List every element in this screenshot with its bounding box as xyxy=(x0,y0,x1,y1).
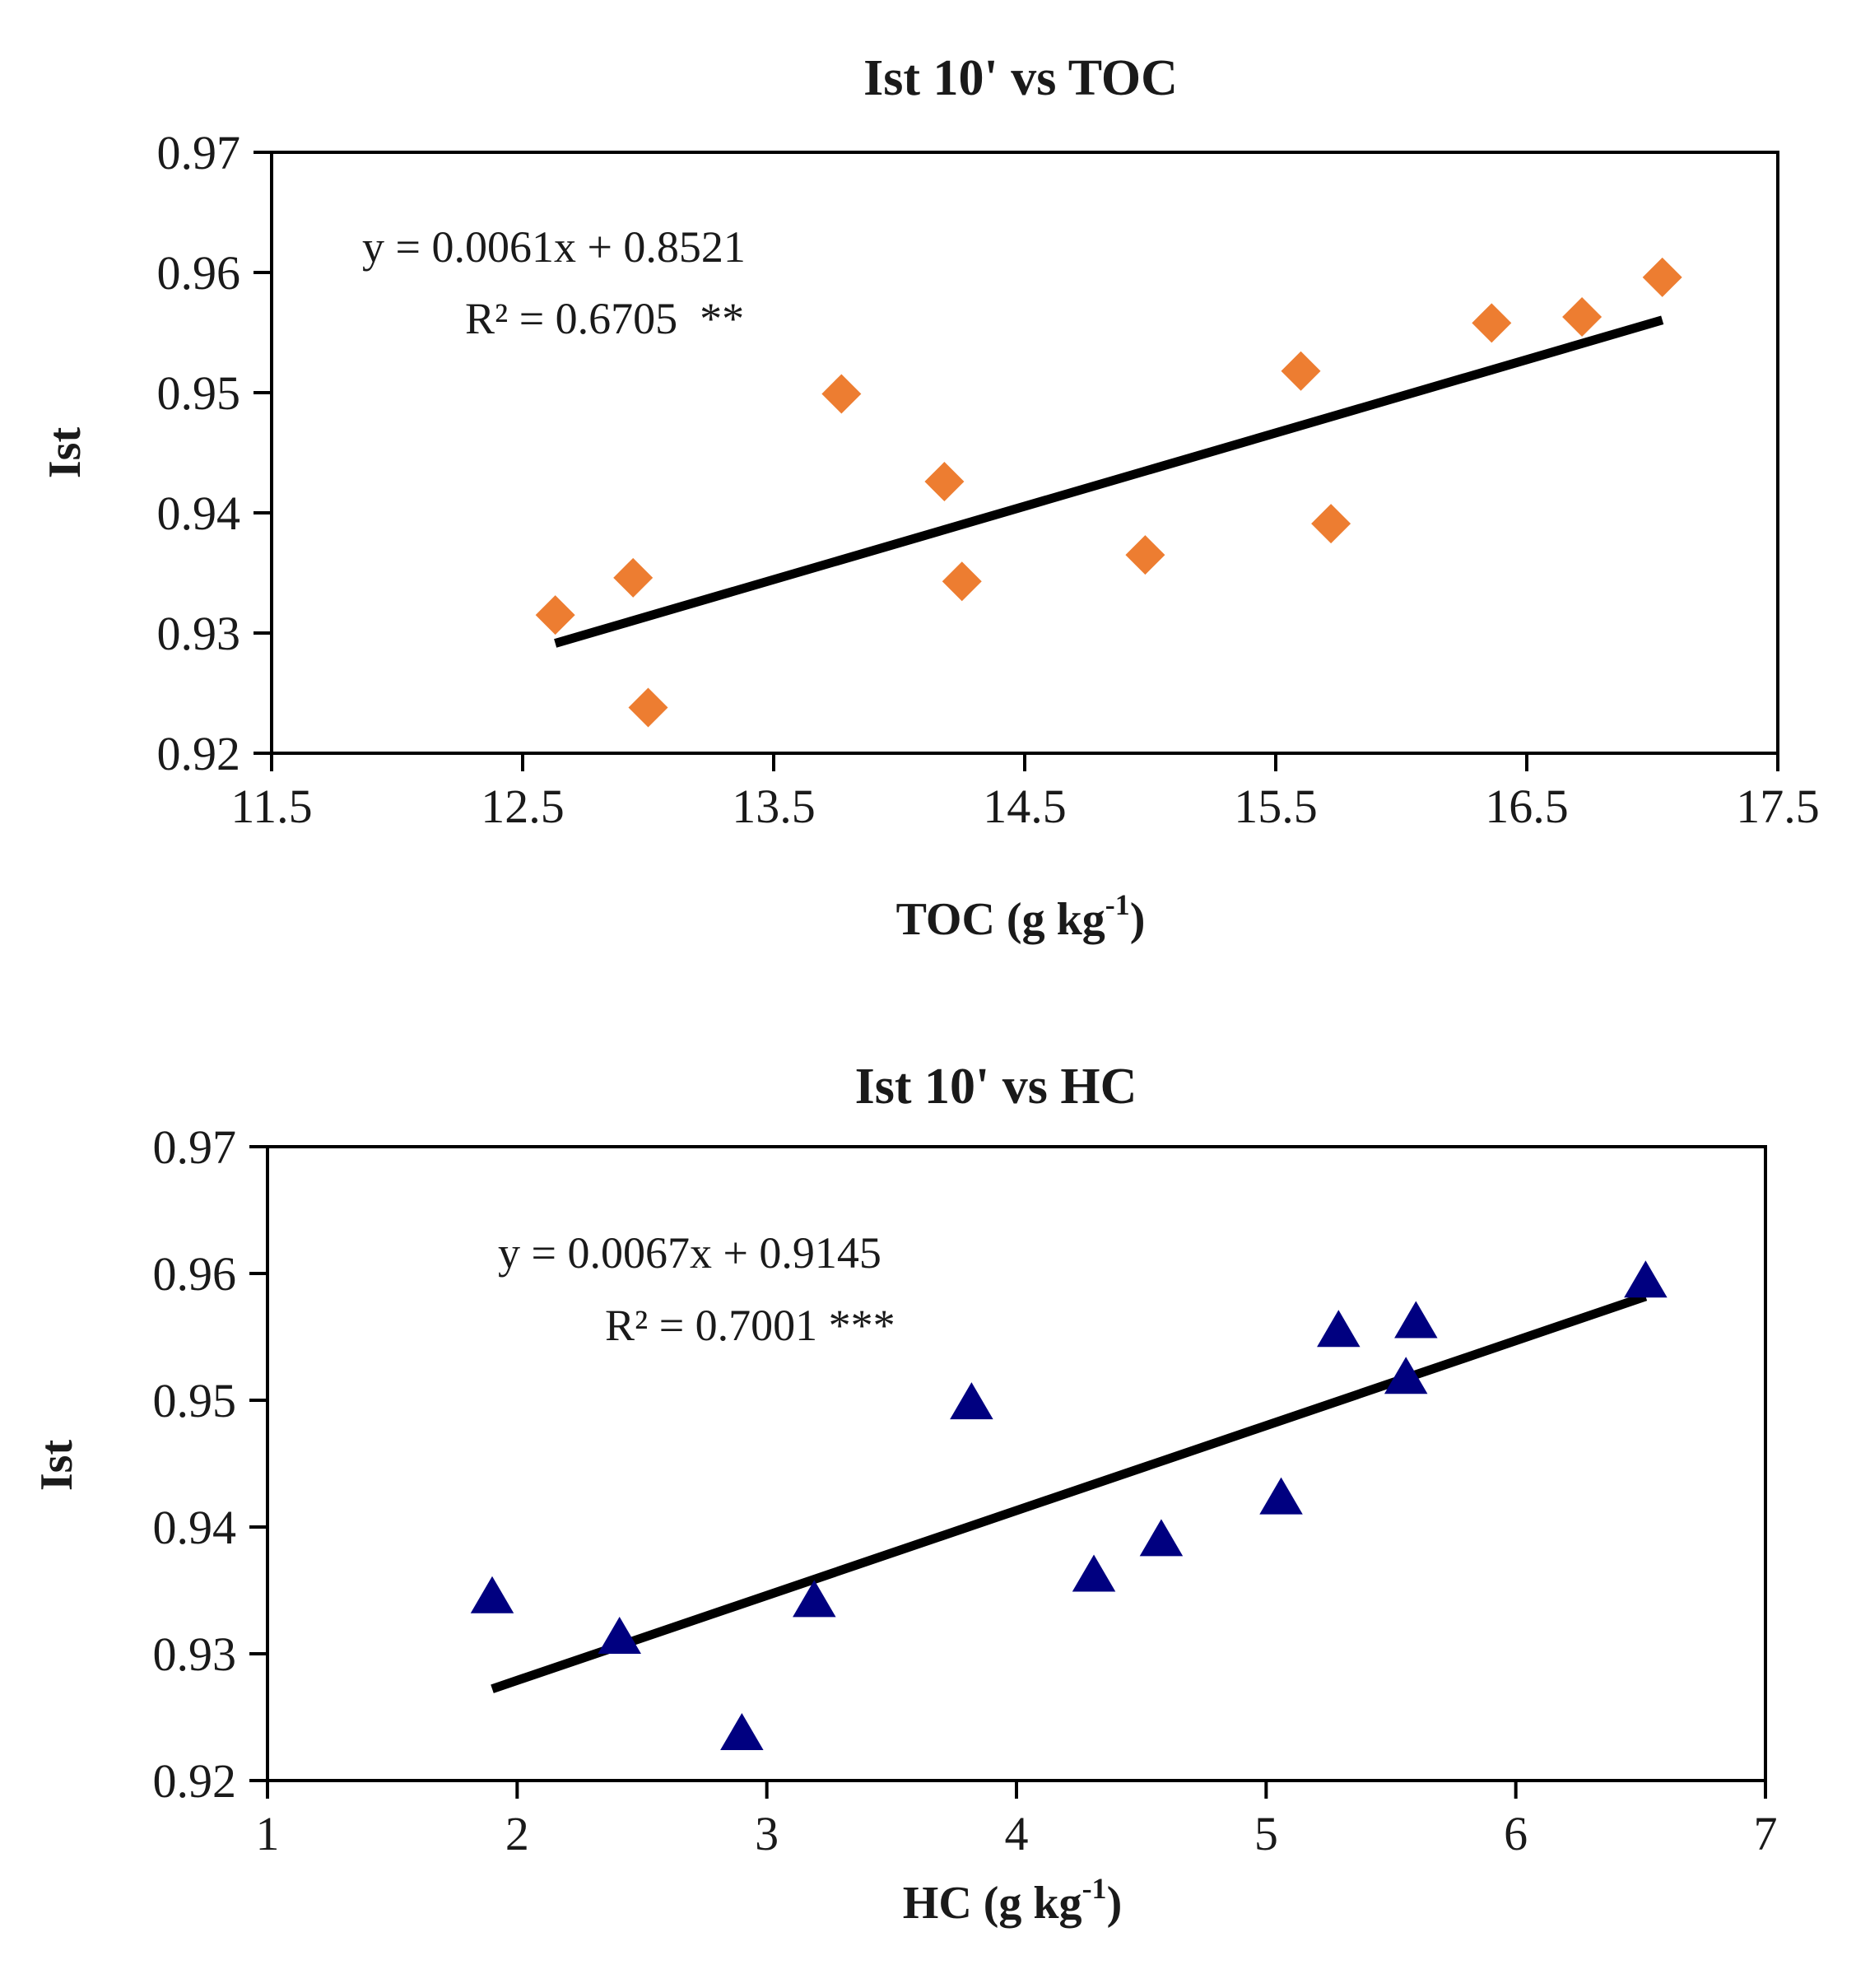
x-tick-label: 1 xyxy=(256,1807,280,1860)
data-point xyxy=(1139,1519,1184,1557)
data-point xyxy=(535,595,575,636)
data-point xyxy=(1394,1301,1438,1339)
chart-hc: Ist 10' vs HC 0.92 0.93 0.94 0.95 0.96 0.97 1… xyxy=(31,1059,1778,1929)
data-point xyxy=(720,1713,764,1751)
x-axis-title: HC (g kg-1) xyxy=(903,1872,1122,1929)
data-point xyxy=(793,1580,836,1618)
data-points xyxy=(470,1260,1668,1751)
data-point xyxy=(1562,297,1602,338)
y-tick-label: 0.92 xyxy=(153,1754,237,1808)
y-tick-label: 0.95 xyxy=(153,1374,237,1427)
data-point xyxy=(1642,257,1682,297)
chart-toc: Ist 10' vs TOC 0.920.930.940.950.960.97 … xyxy=(40,50,1820,945)
chart-title: Ist 10' vs TOC xyxy=(863,50,1178,106)
y-tick-label: 0.92 xyxy=(157,727,241,780)
trend-equation: y = 0.0067x + 0.9145 xyxy=(498,1228,881,1278)
data-point xyxy=(1311,504,1351,544)
data-point xyxy=(950,1382,993,1420)
x-tick-label: 11.5 xyxy=(230,780,312,833)
r-squared-label: R² = 0.7001 *** xyxy=(605,1301,895,1350)
y-axis-ticks: 0.92 0.93 0.94 0.95 0.96 0.97 xyxy=(153,1120,267,1808)
trendline xyxy=(491,1292,1648,1693)
y-tick-label: 0.93 xyxy=(153,1627,237,1681)
data-point xyxy=(1384,1357,1428,1394)
data-point xyxy=(1472,303,1512,343)
y-tick-label: 0.96 xyxy=(157,246,241,300)
y-tick-label: 0.96 xyxy=(153,1247,237,1301)
y-tick-label: 0.94 xyxy=(153,1501,237,1554)
y-tick-label: 0.94 xyxy=(157,487,241,540)
y-tick-label: 0.97 xyxy=(153,1120,237,1174)
x-axis-ticks: 1 2 3 4 5 6 7 xyxy=(256,1781,1778,1860)
y-axis-ticks: 0.92 0.93 0.94 0.95 0.96 0.97 xyxy=(157,126,272,780)
x-tick-label: 5 xyxy=(1254,1807,1278,1860)
y-tick-label: 0.93 xyxy=(157,607,241,660)
x-tick-label: 15.5 xyxy=(1234,780,1318,833)
data-point xyxy=(1281,351,1321,391)
data-point xyxy=(942,561,982,602)
data-point xyxy=(1125,535,1165,575)
data-point xyxy=(1259,1477,1303,1515)
x-tick-label: 14.5 xyxy=(983,780,1067,833)
trendline xyxy=(554,315,1664,648)
data-point xyxy=(628,687,668,728)
r-squared-label: R² = 0.6705 ** xyxy=(465,294,744,343)
x-tick-label: 4 xyxy=(1005,1807,1029,1860)
y-tick-label: 0.95 xyxy=(157,366,241,420)
x-tick-label: 16.5 xyxy=(1485,780,1569,833)
x-tick-label: 2 xyxy=(505,1807,529,1860)
data-point xyxy=(470,1576,514,1613)
data-point xyxy=(1624,1260,1668,1298)
data-point xyxy=(1072,1554,1116,1592)
x-tick-label: 17.5 xyxy=(1736,780,1820,833)
data-point xyxy=(1317,1310,1361,1348)
x-tick-label: 12.5 xyxy=(481,780,565,833)
data-point xyxy=(613,557,654,598)
trend-equation: y = 0.0061x + 0.8521 xyxy=(362,222,746,272)
chart-title: Ist 10' vs HC xyxy=(855,1059,1137,1115)
data-point xyxy=(924,462,965,502)
x-axis-title: TOC (g kg-1) xyxy=(896,888,1146,945)
x-tick-label: 7 xyxy=(1754,1807,1778,1860)
x-tick-label: 6 xyxy=(1504,1807,1528,1860)
x-axis-ticks: 11.5 12.5 13.5 14.5 15.5 16.5 17.5 xyxy=(230,753,1820,833)
y-tick-label: 0.97 xyxy=(157,126,241,179)
data-point xyxy=(821,374,862,414)
data-points xyxy=(535,257,1682,728)
x-tick-label: 3 xyxy=(755,1807,779,1860)
y-axis-title: Ist xyxy=(40,427,91,479)
y-axis-title: Ist xyxy=(31,1440,82,1492)
x-tick-label: 13.5 xyxy=(732,780,816,833)
data-point xyxy=(598,1616,641,1654)
